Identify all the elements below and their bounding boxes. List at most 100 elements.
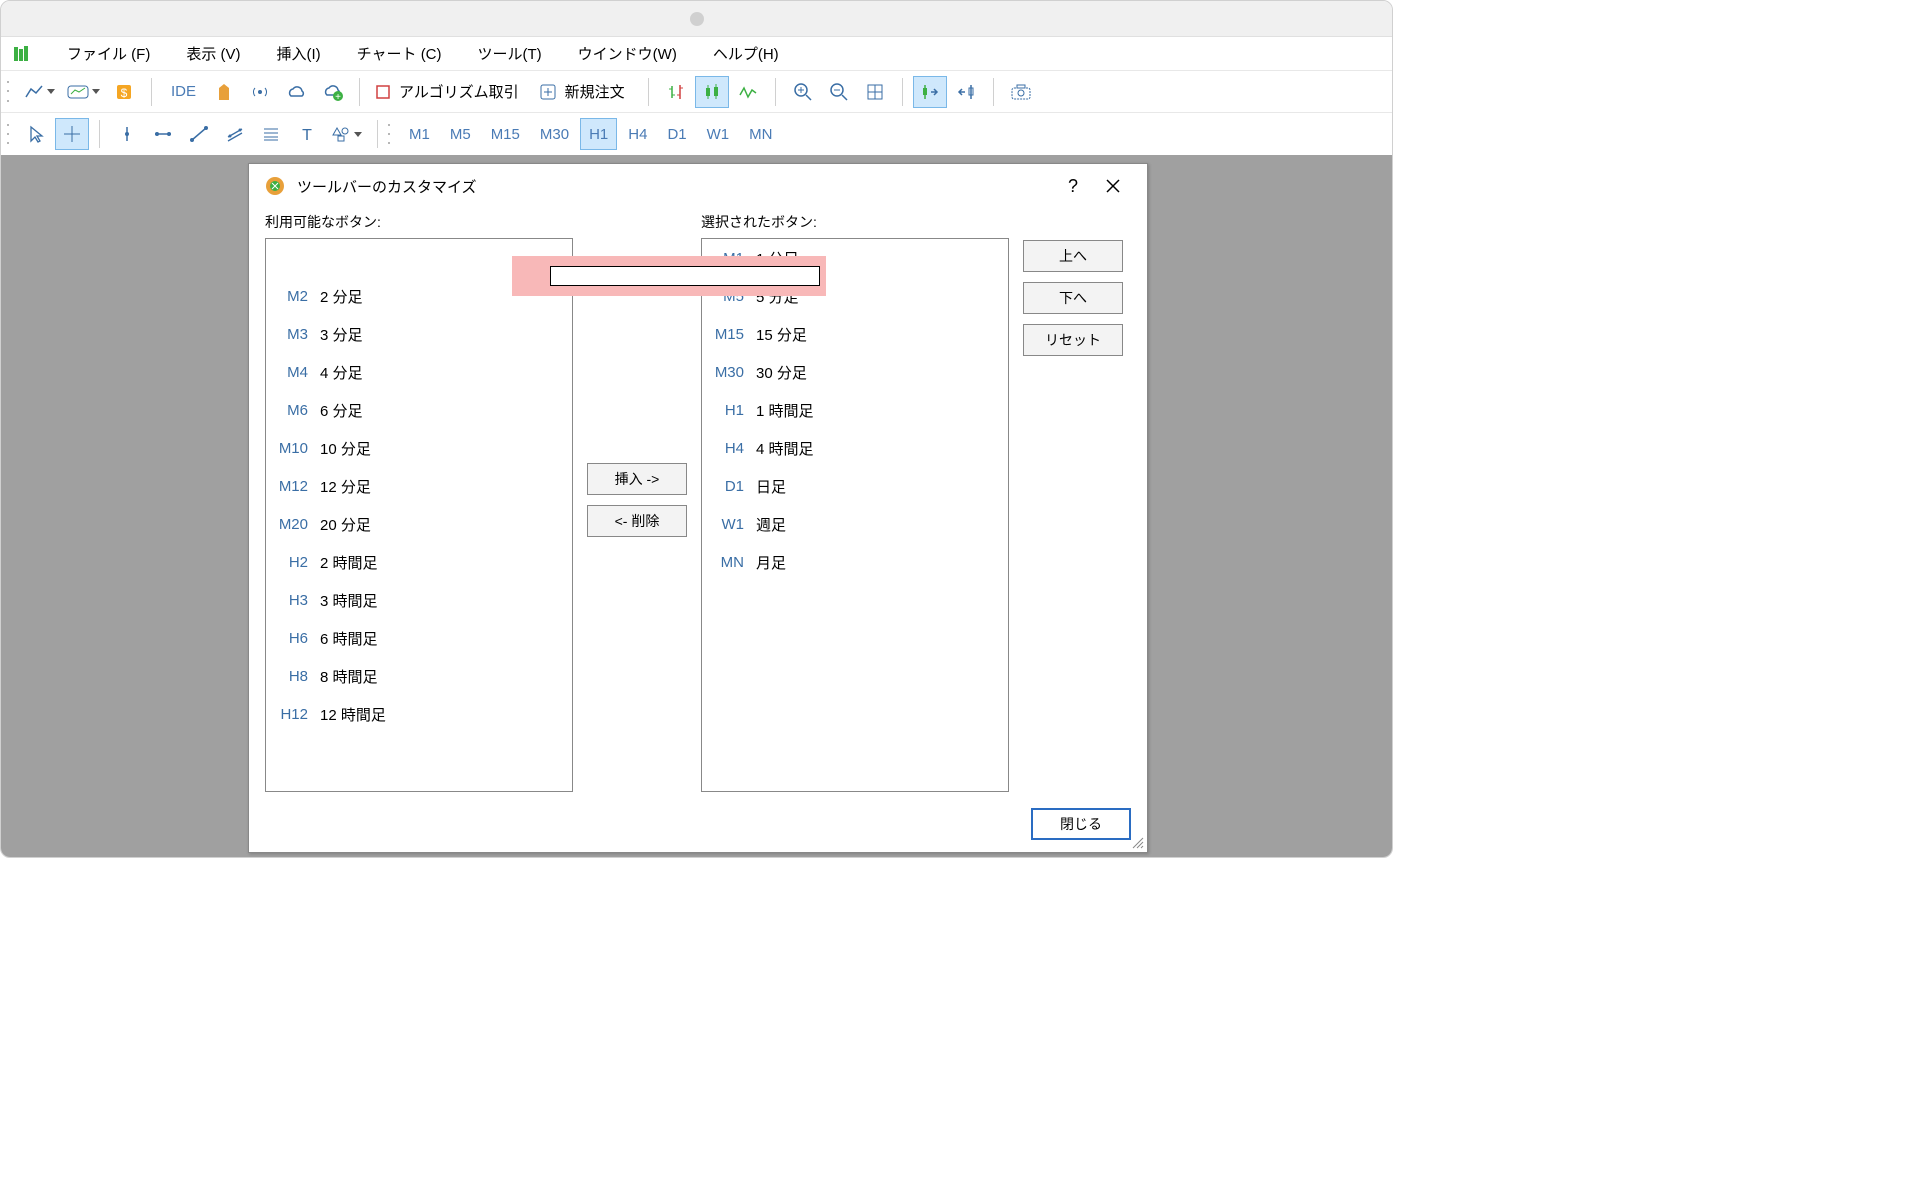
timeframe-m30[interactable]: M30 bbox=[531, 118, 578, 150]
candle-chart-icon[interactable] bbox=[695, 76, 729, 108]
scroll-right-icon[interactable] bbox=[913, 76, 947, 108]
list-item-code: H1 bbox=[702, 402, 750, 419]
list-item[interactable]: H44 時間足 bbox=[702, 429, 1008, 467]
shapes-icon[interactable] bbox=[326, 118, 367, 150]
toolbar-sep bbox=[902, 78, 903, 106]
toolbar-sep bbox=[993, 78, 994, 106]
trendline-icon[interactable] bbox=[182, 118, 216, 150]
list-item[interactable]: MN月足 bbox=[702, 543, 1008, 581]
toolbar-main: $ IDE + アルゴリズム取引 新規注文 bbox=[1, 71, 1392, 113]
list-item[interactable]: H11 時間足 bbox=[702, 391, 1008, 429]
list-item[interactable]: M1515 分足 bbox=[702, 315, 1008, 353]
insert-button[interactable]: 挿入 -> bbox=[587, 463, 687, 495]
dialog-close-button[interactable] bbox=[1093, 170, 1133, 202]
crosshair-icon[interactable] bbox=[55, 118, 89, 150]
list-item[interactable]: H1212 時間足 bbox=[266, 695, 572, 733]
timeframe-m15[interactable]: M15 bbox=[482, 118, 529, 150]
list-item-code: H6 bbox=[266, 630, 314, 647]
new-order-button[interactable]: 新規注文 bbox=[534, 76, 638, 108]
dialog-help-button[interactable]: ? bbox=[1053, 170, 1093, 202]
list-item[interactable]: H22 時間足 bbox=[266, 543, 572, 581]
timeframe-mn[interactable]: MN bbox=[740, 118, 781, 150]
menu-view[interactable]: 表示 (V) bbox=[168, 39, 258, 68]
algo-trade-button[interactable]: アルゴリズム取引 bbox=[370, 76, 532, 108]
menu-tool[interactable]: ツール(T) bbox=[460, 39, 560, 68]
cursor-icon[interactable] bbox=[19, 118, 53, 150]
right-buttons: 上へ 下へ リセット bbox=[1023, 208, 1123, 792]
list-item[interactable]: M66 分足 bbox=[266, 391, 572, 429]
dialog-icon bbox=[263, 174, 287, 198]
list-item[interactable]: H66 時間足 bbox=[266, 619, 572, 657]
titlebar bbox=[1, 1, 1392, 37]
separator-preview bbox=[550, 266, 820, 286]
list-item-label: 10 分足 bbox=[314, 438, 371, 459]
list-item[interactable]: W1週足 bbox=[702, 505, 1008, 543]
menubar: ファイル (F) 表示 (V) 挿入(I) チャート (C) ツール(T) ウイ… bbox=[1, 37, 1392, 71]
text-icon[interactable]: T bbox=[290, 118, 324, 150]
zoom-in-icon[interactable] bbox=[786, 76, 820, 108]
list-item-label: 2 時間足 bbox=[314, 552, 378, 573]
down-button[interactable]: 下へ bbox=[1023, 282, 1123, 314]
menu-window[interactable]: ウインドウ(W) bbox=[560, 39, 695, 68]
line-chart-icon[interactable] bbox=[19, 76, 60, 108]
list-item-label: 4 分足 bbox=[314, 362, 363, 383]
list-item[interactable]: H88 時間足 bbox=[266, 657, 572, 695]
menu-chart[interactable]: チャート (C) bbox=[339, 39, 460, 68]
signal-icon[interactable] bbox=[243, 76, 277, 108]
menu-insert[interactable]: 挿入(I) bbox=[259, 39, 339, 68]
timeframe-h4[interactable]: H4 bbox=[619, 118, 656, 150]
market-icon[interactable] bbox=[207, 76, 241, 108]
toolbar-grip[interactable] bbox=[7, 120, 13, 148]
list-item-code: M2 bbox=[266, 288, 314, 305]
channel-icon[interactable] bbox=[218, 118, 252, 150]
scroll-left-icon[interactable] bbox=[949, 76, 983, 108]
close-button[interactable]: 閉じる bbox=[1031, 808, 1131, 840]
list-item-code: M6 bbox=[266, 402, 314, 419]
highlighted-separator-row[interactable] bbox=[512, 256, 826, 296]
line-chart2-icon[interactable] bbox=[731, 76, 765, 108]
toolbar-grip[interactable] bbox=[388, 120, 394, 148]
list-item-code: M4 bbox=[266, 364, 314, 381]
list-item-code: H3 bbox=[266, 592, 314, 609]
grid-icon[interactable] bbox=[858, 76, 892, 108]
ide-button[interactable]: IDE bbox=[162, 76, 205, 108]
cloud-icon[interactable] bbox=[279, 76, 313, 108]
list-item[interactable]: M1010 分足 bbox=[266, 429, 572, 467]
timeframe-m1[interactable]: M1 bbox=[400, 118, 439, 150]
dialog-body: 利用可能なボタン: M22 分足M33 分足M44 分足M66 分足M1010 … bbox=[249, 208, 1147, 808]
hline-icon[interactable] bbox=[146, 118, 180, 150]
available-listbox[interactable]: M22 分足M33 分足M44 分足M66 分足M1010 分足M1212 分足… bbox=[265, 238, 573, 792]
fibo-icon[interactable] bbox=[254, 118, 288, 150]
menu-help[interactable]: ヘルプ(H) bbox=[695, 39, 797, 68]
list-item-code: H8 bbox=[266, 668, 314, 685]
timeframe-m5[interactable]: M5 bbox=[441, 118, 480, 150]
vline-icon[interactable] bbox=[110, 118, 144, 150]
list-item[interactable]: M2020 分足 bbox=[266, 505, 572, 543]
selected-listbox[interactable]: M11 分足M55 分足M1515 分足M3030 分足H11 時間足H44 時… bbox=[701, 238, 1009, 792]
screenshot-icon[interactable] bbox=[1004, 76, 1038, 108]
toolbar-grip[interactable] bbox=[7, 78, 13, 106]
trade-icon[interactable]: $ bbox=[107, 76, 141, 108]
list-item[interactable]: M3030 分足 bbox=[702, 353, 1008, 391]
list-item-label: 6 時間足 bbox=[314, 628, 378, 649]
resize-grip[interactable] bbox=[1130, 835, 1144, 849]
zoom-out-icon[interactable] bbox=[822, 76, 856, 108]
menu-file[interactable]: ファイル (F) bbox=[49, 39, 168, 68]
list-item[interactable]: M44 分足 bbox=[266, 353, 572, 391]
timeframe-d1[interactable]: D1 bbox=[658, 118, 695, 150]
list-item[interactable]: M33 分足 bbox=[266, 315, 572, 353]
up-button[interactable]: 上へ bbox=[1023, 240, 1123, 272]
list-item[interactable]: M1212 分足 bbox=[266, 467, 572, 505]
indicator-icon[interactable] bbox=[62, 76, 105, 108]
list-item-label: 1 時間足 bbox=[750, 400, 814, 421]
list-item[interactable]: D1日足 bbox=[702, 467, 1008, 505]
reset-button[interactable]: リセット bbox=[1023, 324, 1123, 356]
list-item-code: H2 bbox=[266, 554, 314, 571]
timeframe-w1[interactable]: W1 bbox=[698, 118, 739, 150]
cloud-plus-icon[interactable]: + bbox=[315, 76, 349, 108]
list-item[interactable]: H33 時間足 bbox=[266, 581, 572, 619]
bar-chart-icon[interactable] bbox=[659, 76, 693, 108]
timeframe-h1[interactable]: H1 bbox=[580, 118, 617, 150]
remove-button[interactable]: <- 削除 bbox=[587, 505, 687, 537]
list-item-label: 20 分足 bbox=[314, 514, 371, 535]
